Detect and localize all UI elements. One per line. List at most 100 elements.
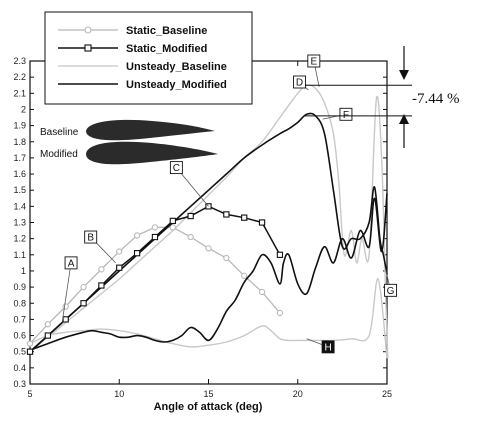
static-modified-point (187, 212, 194, 220)
static-baseline-point (151, 224, 159, 231)
unsteady-modified-upstroke-line (29, 112, 388, 353)
x-axis-label: Angle of attack (deg) (154, 401, 263, 413)
static-modified-point (26, 348, 34, 355)
y-tick-label: 0.6 (13, 331, 26, 341)
point-label-a: A (68, 258, 75, 269)
x-tick-label: 10 (114, 389, 124, 399)
legend-marker-static-modified (84, 44, 92, 52)
static-baseline-point (241, 272, 248, 279)
point-label-box (84, 230, 98, 244)
axis-ticks (29, 60, 388, 385)
x-tick-label: 15 (203, 389, 213, 399)
point-label-box (321, 340, 335, 354)
y-tick-label: 1.5 (13, 185, 26, 195)
annotation-text: -7.44 % (412, 91, 460, 107)
static-modified-point (62, 316, 69, 323)
static-baseline-point (133, 232, 141, 239)
static-baseline-point (80, 283, 87, 291)
x-tick-label: 20 (293, 389, 303, 399)
x-tick-label: 25 (382, 389, 392, 399)
y-tick-label: 0.7 (13, 314, 26, 324)
static-modified-point (44, 332, 51, 339)
static-modified-point (223, 211, 230, 218)
y-tick-label: 0.9 (13, 282, 26, 292)
legend-label-static-modified: Static_Modified (126, 43, 207, 55)
y-tick-label: 2 (21, 104, 26, 114)
point-label-box (64, 256, 78, 270)
unsteady-baseline-upstroke-line (29, 84, 389, 359)
legend-marker-static-baseline (84, 26, 92, 34)
static-modified-point (116, 264, 123, 271)
point-label-box (384, 283, 398, 297)
unsteady-baseline-downstroke-line (29, 278, 388, 359)
static-modified-point (276, 251, 284, 258)
static-modified-point (258, 219, 266, 226)
point-label-b: B (87, 233, 94, 244)
y-tick-label: 1.8 (13, 137, 26, 147)
static-baseline-point (205, 245, 212, 252)
static-baseline-point (116, 248, 123, 255)
static-baseline-point (258, 288, 266, 296)
y-tick-label: 1.7 (13, 153, 26, 163)
static-baseline-point (187, 233, 194, 241)
legend-label-unsteady-baseline: Unsteady_Baseline (126, 61, 227, 73)
series-layer (26, 84, 389, 359)
point-label-c: C (173, 163, 180, 174)
static-modified-point (98, 282, 105, 289)
plot-frame (29, 60, 388, 385)
y-tick-label: 1.6 (13, 169, 26, 179)
static-baseline-point (26, 340, 34, 347)
static-modified-point (133, 250, 141, 257)
y-tick-label: 1 (21, 266, 26, 276)
point-label-box (293, 75, 306, 89)
point-label-leader (61, 262, 72, 323)
x-tick-labels: 5 10 15 20 25 (27, 389, 392, 399)
static-baseline-point (276, 309, 284, 317)
point-label-box (307, 54, 321, 68)
y-tick-label: 1.1 (13, 250, 26, 260)
point-label-g: G (387, 286, 395, 297)
x-tick-label: 5 (27, 389, 32, 399)
static-baseline-point (98, 266, 105, 273)
legend: Static_Baseline Static_Modified Unsteady_B… (44, 11, 253, 105)
point-label-d: D (296, 77, 303, 88)
point-label-f: F (343, 110, 349, 121)
y-tick-label: 0.8 (13, 298, 26, 308)
annotation-arrowhead-up (399, 114, 409, 124)
modified-airfoil-shape (86, 141, 218, 165)
y-tick-label: 1.9 (13, 121, 26, 131)
airfoil-illustrations: Baseline Modified (40, 119, 218, 165)
y-tick-label: 1.3 (13, 218, 26, 228)
legend-label-unsteady-modified: Unsteady_Modified (126, 79, 227, 91)
legend-box (44, 11, 253, 105)
point-label-box (169, 161, 183, 175)
point-label-h: H (324, 342, 331, 353)
annotation-arrowhead-down (399, 70, 409, 80)
airfoil-label-modified: Modified (40, 149, 78, 160)
static-modified-point (151, 233, 159, 241)
static-modified-point (241, 214, 248, 221)
y-tick-label: 0.3 (13, 379, 26, 389)
y-tick-label: 0.5 (13, 347, 26, 357)
y-tick-label: 2.2 (13, 72, 26, 82)
baseline-airfoil-shape (86, 119, 215, 141)
point-label-e: E (310, 57, 317, 68)
static-baseline-point (223, 254, 230, 262)
static-baseline-point (169, 224, 176, 231)
unsteady-modified-downstroke-line (29, 193, 388, 351)
static-baseline-point (44, 321, 51, 328)
point-label-layer: A B C DE F G H (61, 54, 398, 354)
y-tick-label: 2.1 (13, 88, 26, 98)
difference-annotation: -7.44 % (305, 46, 460, 148)
y-tick-label: 1.4 (13, 201, 26, 211)
static-modified-point (169, 217, 176, 225)
y-tick-label: 1.2 (13, 234, 26, 244)
legend-label-static-baseline: Static_Baseline (126, 25, 207, 37)
y-tick-label: 2.3 (13, 56, 26, 66)
point-label-box (339, 107, 353, 121)
y-tick-labels: 0.3 0.4 0.5 0.6 0.7 0.8 0.9 1 1.1 1.2 1.3 1.4 1.5 1.6… (13, 56, 26, 389)
y-tick-label: 0.4 (13, 363, 26, 373)
airfoil-label-baseline: Baseline (40, 127, 79, 138)
point-label-leader (176, 167, 209, 207)
